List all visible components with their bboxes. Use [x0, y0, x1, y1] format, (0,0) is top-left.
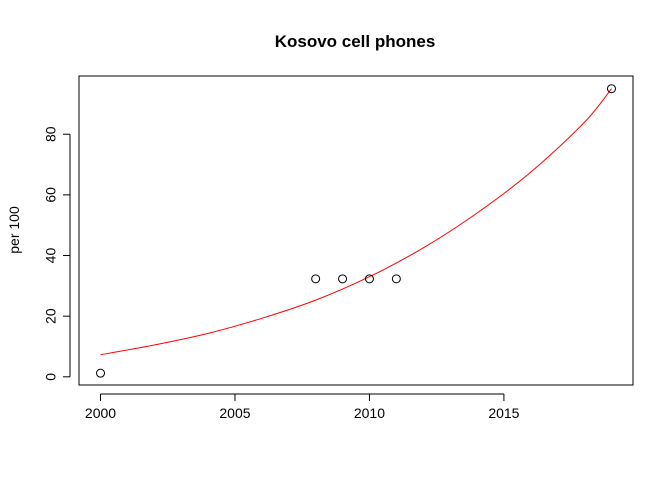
y-tick-label: 20	[43, 308, 59, 324]
x-tick-label: 2015	[488, 405, 519, 421]
y-tick-label: 0	[43, 373, 59, 381]
y-tick-label: 40	[43, 248, 59, 264]
x-tick-label: 2005	[219, 405, 250, 421]
fit-curve-layer	[100, 88, 612, 356]
plot-area-frame	[78, 75, 634, 386]
points-layer	[96, 84, 616, 378]
data-point	[606, 84, 616, 94]
data-point	[364, 274, 374, 284]
chart-title: Kosovo cell phones	[275, 32, 436, 51]
x-axis: 2000 2005 2010 2015	[85, 393, 520, 421]
data-point	[391, 274, 401, 284]
data-point	[311, 274, 321, 284]
y-axis-label: per 100	[6, 206, 22, 254]
fit-curve-line	[100, 88, 612, 356]
y-tick-label: 80	[43, 126, 59, 142]
y-axis: 0 20 40 60 80	[43, 126, 71, 381]
data-point	[338, 274, 348, 284]
x-tick-label: 2000	[85, 405, 116, 421]
x-tick-label: 2010	[354, 405, 385, 421]
data-point	[96, 368, 106, 378]
y-tick-label: 60	[43, 187, 59, 203]
